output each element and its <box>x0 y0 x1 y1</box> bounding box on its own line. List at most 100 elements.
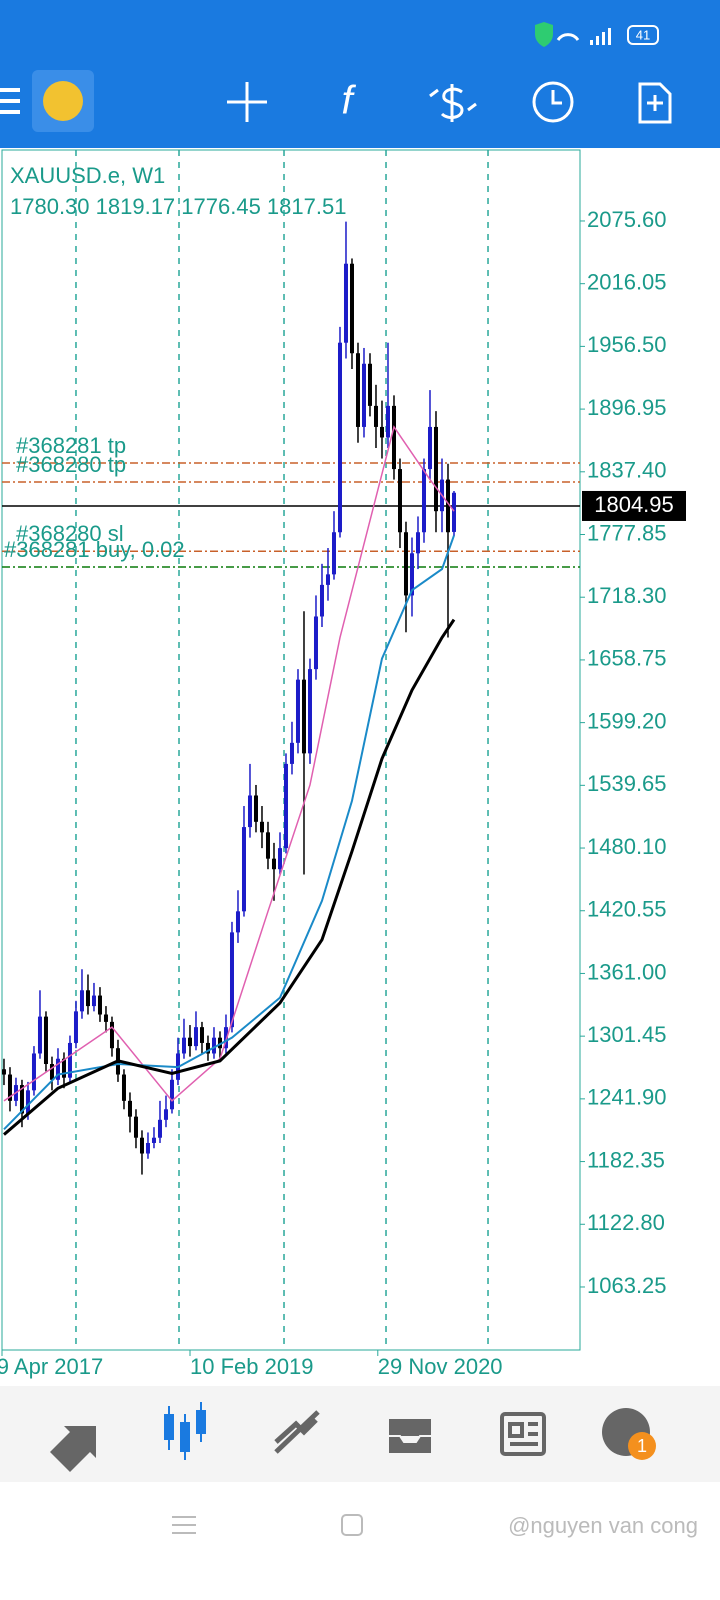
candle-body <box>85 990 90 1007</box>
moving-average <box>3 425 455 1102</box>
candle-body <box>37 1016 42 1054</box>
y-tick-label: 1599.20 <box>587 708 667 733</box>
y-tick-label: 1480.10 <box>587 834 667 859</box>
candle-body <box>277 848 282 870</box>
wifi-icon <box>556 33 580 41</box>
history-tab[interactable] <box>387 1417 433 1455</box>
candle-body <box>97 995 102 1015</box>
candle-body <box>55 1058 60 1080</box>
y-tick-label: 1837.40 <box>587 458 667 483</box>
candle-body <box>235 911 240 933</box>
candle-body <box>325 574 330 585</box>
logo-mark <box>43 81 83 121</box>
home-button[interactable] <box>341 1514 363 1536</box>
candle-body <box>343 263 348 343</box>
y-tick-label: 1182.35 <box>587 1147 665 1172</box>
badge <box>628 1432 656 1460</box>
order-label: #368281 tp <box>16 433 126 458</box>
y-tick-label: 1956.50 <box>587 332 667 357</box>
current-price-label: 1804.95 <box>594 492 674 517</box>
y-tick-label: 2016.05 <box>587 269 667 294</box>
crosshair-button[interactable] <box>227 82 267 122</box>
symbol-label: XAUUSD.e, W1 <box>10 163 165 188</box>
new-order-button[interactable] <box>638 82 672 124</box>
candle-body <box>295 679 300 743</box>
candle-body <box>211 1037 216 1054</box>
x-tick-label: 9 Apr 2017 <box>0 1354 103 1379</box>
candle-body <box>391 405 396 470</box>
candle-body <box>31 1053 36 1091</box>
candle-body <box>385 405 390 438</box>
candle-body <box>163 1109 168 1120</box>
x-tick-label: 29 Nov 2020 <box>378 1354 503 1379</box>
candle-body <box>355 353 360 427</box>
quotes-tab[interactable] <box>50 1426 96 1472</box>
candle-body <box>319 584 324 617</box>
candle-body <box>169 1079 174 1110</box>
shield-icon <box>535 22 553 47</box>
y-tick-label: 1658.75 <box>587 646 667 671</box>
candle-body <box>151 1137 156 1143</box>
bottom-nav <box>0 1386 720 1482</box>
candle-body <box>61 1058 66 1078</box>
trade-button[interactable] <box>429 84 477 122</box>
candle-body <box>427 426 432 470</box>
candle-body <box>421 469 426 533</box>
candle-body <box>181 1037 186 1054</box>
menu-button[interactable] <box>0 88 20 114</box>
candle-body <box>415 532 420 554</box>
ohlc-label: 1780.30 1819.17 1776.45 1817.51 <box>10 194 346 219</box>
candle-body <box>367 363 372 406</box>
candle-body <box>313 616 318 670</box>
watermark: @nguyen van cong <box>508 1513 698 1538</box>
recents-button[interactable] <box>172 1516 196 1534</box>
candle-body <box>409 553 414 596</box>
candle-body <box>199 1027 204 1043</box>
candle-body <box>331 532 336 575</box>
candle-body <box>67 1042 72 1078</box>
y-tick-label: 1539.65 <box>587 771 667 796</box>
candle-body <box>301 679 306 754</box>
candle-body <box>265 832 270 859</box>
candle-body <box>403 532 408 596</box>
battery-icon <box>627 25 659 45</box>
candle-body <box>229 932 234 1028</box>
y-tick-label: 1777.85 <box>587 520 667 545</box>
candle-body <box>307 669 312 754</box>
timeframe-button[interactable] <box>532 81 574 123</box>
order-label: #368281 buy, 0.02 <box>4 537 185 562</box>
y-tick-label: 1241.90 <box>587 1085 667 1110</box>
badge-count: 1 <box>637 1436 647 1456</box>
candle-body <box>283 763 288 849</box>
candle-body <box>127 1100 132 1117</box>
candle-body <box>157 1119 162 1138</box>
chart-tab[interactable] <box>164 1402 206 1460</box>
candle-body <box>241 827 246 912</box>
candle-body <box>217 1037 222 1049</box>
candle-body <box>1 1069 6 1075</box>
candle-body <box>349 263 354 354</box>
app-header <box>0 0 720 148</box>
candle-body <box>271 858 276 870</box>
x-tick-label: 10 Feb 2019 <box>190 1354 314 1379</box>
moving-average <box>3 618 456 1136</box>
plot-area: #368281 tp#368280 tp #368280 sl#368281 bu… <box>1 150 580 1350</box>
candle-body <box>379 426 384 438</box>
candle-body <box>445 479 450 533</box>
y-tick-label: 1361.00 <box>587 959 667 984</box>
candle-body <box>187 1037 192 1047</box>
candle-body <box>193 1027 198 1047</box>
candle-body <box>139 1137 144 1154</box>
candle-body <box>223 1027 228 1049</box>
candle-body <box>133 1116 138 1138</box>
y-tick-label: 2075.60 <box>587 207 667 232</box>
candle-body <box>25 1090 30 1114</box>
candle-body <box>103 1014 108 1022</box>
trade-tab[interactable] <box>274 1410 320 1454</box>
order-label: #368280 sl <box>16 521 124 546</box>
candle-body <box>145 1142 150 1154</box>
candle-body <box>259 821 264 833</box>
news-tab[interactable] <box>500 1412 546 1456</box>
